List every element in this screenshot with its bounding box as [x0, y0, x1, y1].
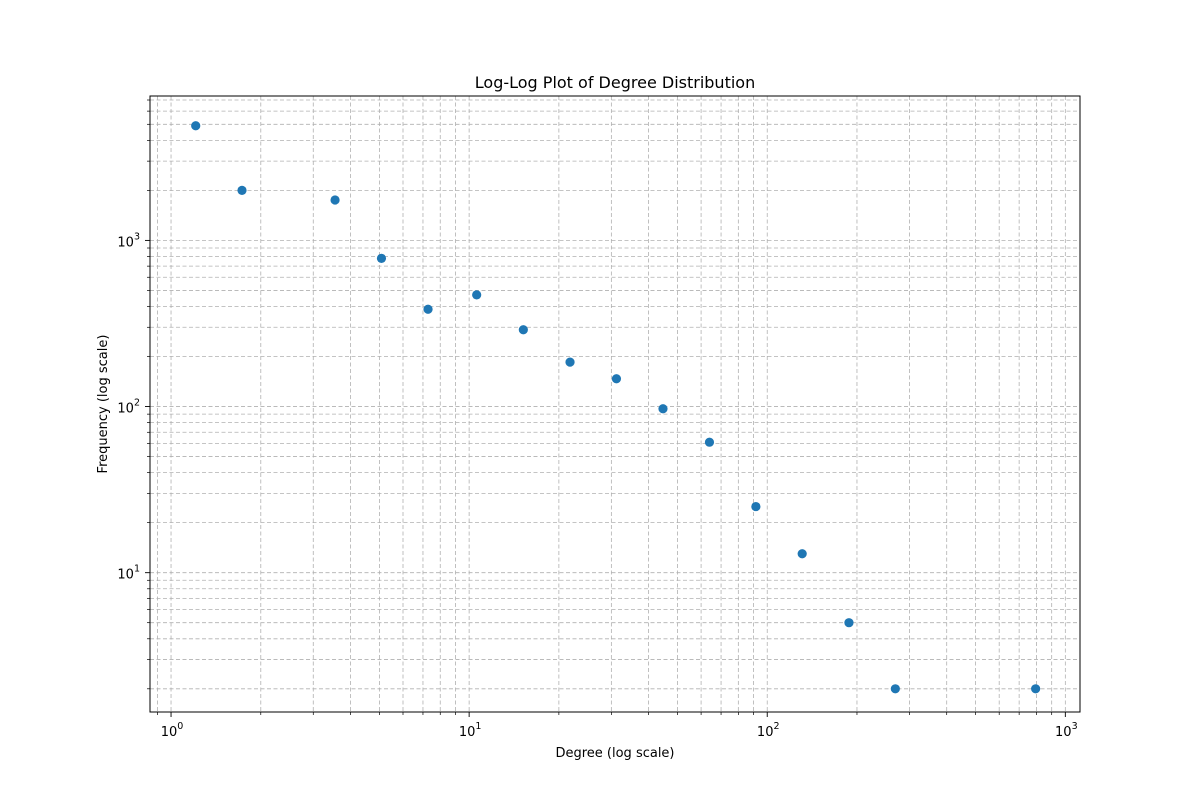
data-point: [751, 501, 761, 512]
data-point: [518, 325, 528, 335]
chart-title: Log-Log Plot of Degree Distribution: [475, 73, 755, 92]
data-point: [565, 357, 575, 367]
y-tick-label: 103: [117, 231, 140, 250]
data-point: [890, 684, 900, 694]
x-axis-label: Degree (log scale): [555, 746, 674, 761]
x-tick-label: 103: [1055, 721, 1078, 740]
y-tick-label: 102: [117, 398, 140, 417]
data-point: [1031, 684, 1041, 694]
data-point: [376, 253, 387, 263]
ticks-layer: [145, 99, 1066, 717]
data-point: [658, 404, 668, 414]
data-point: [844, 618, 854, 628]
data-point: [797, 549, 807, 559]
data-point: [237, 185, 247, 195]
points-layer: [191, 121, 1041, 694]
data-point: [704, 437, 715, 447]
y-tick-label: 101: [117, 564, 140, 583]
y-axis-label: Frequency (log scale): [96, 335, 111, 474]
data-point: [611, 374, 622, 384]
tick-labels-layer: 100 101 102 103 101 102 103: [117, 231, 1077, 740]
x-tick-label: 100: [161, 721, 184, 740]
data-point: [472, 290, 482, 300]
data-point: [330, 195, 340, 205]
grid-layer: [150, 96, 1080, 712]
data-point: [191, 121, 201, 131]
data-point: [423, 304, 433, 314]
x-tick-label: 102: [757, 721, 780, 740]
x-tick-label: 101: [459, 721, 482, 740]
plot-frame: [149, 95, 1081, 713]
